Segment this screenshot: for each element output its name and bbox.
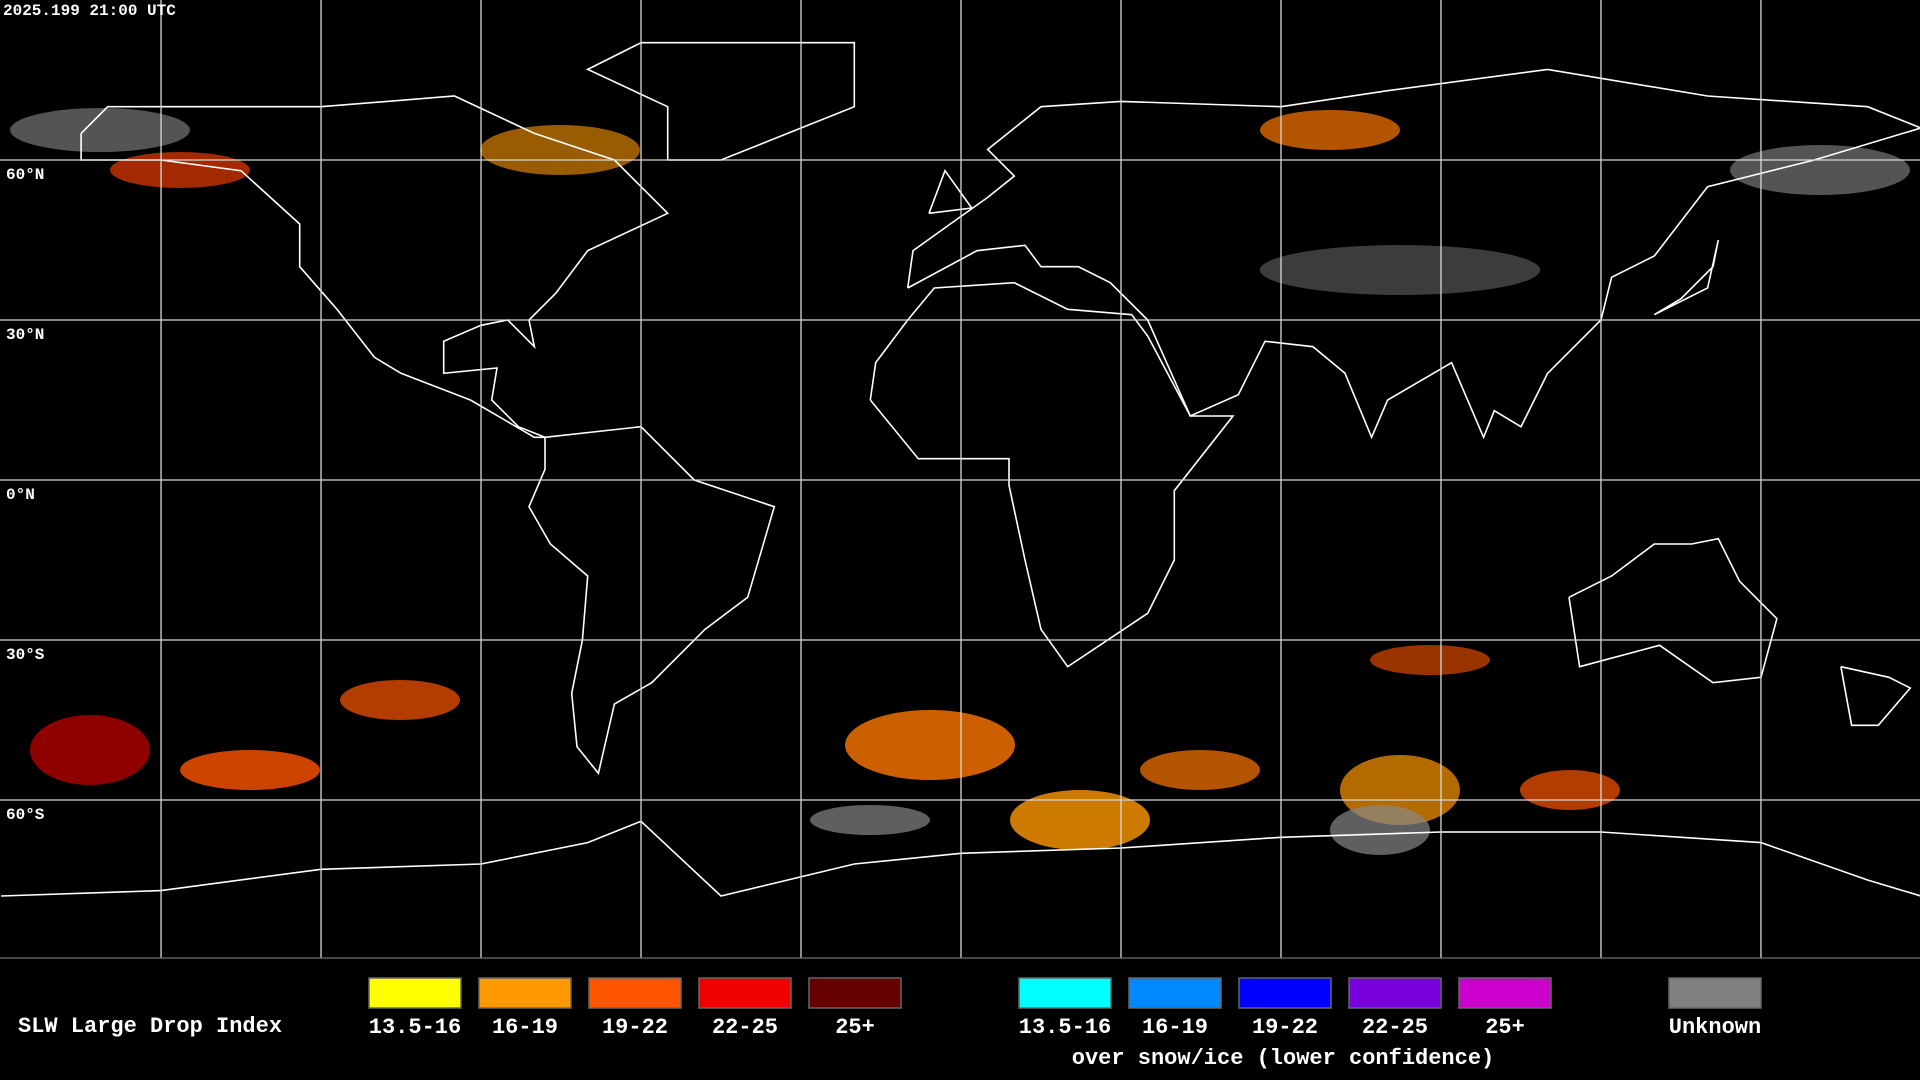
coastline xyxy=(1840,665,1912,727)
coastlines xyxy=(1,41,1920,897)
legend-swatch xyxy=(698,977,792,1009)
legend-swatch xyxy=(368,977,462,1009)
legend-swatch xyxy=(1668,977,1762,1009)
coastline xyxy=(928,169,974,215)
legend-swatch xyxy=(1018,977,1112,1009)
latitude-label: 60°S xyxy=(6,806,45,824)
coastline xyxy=(585,41,856,161)
legend-swatch xyxy=(478,977,572,1009)
legend-label: 22-25 xyxy=(1362,1015,1428,1040)
latitude-label: 0°N xyxy=(6,486,35,504)
latitude-label: 30°N xyxy=(6,326,44,344)
coastline xyxy=(528,425,776,776)
legend: 13.5-16 16-19 19-22 22-25 25+ 13.5-16 16-19 19-… xyxy=(368,977,1762,1040)
legend-label: 13.5-16 xyxy=(369,1015,461,1040)
cloud-patch xyxy=(845,710,1015,780)
cloud-patch xyxy=(1370,645,1490,675)
cloud-patch xyxy=(1520,770,1620,810)
coastline xyxy=(80,95,670,439)
cloud-patch xyxy=(1010,790,1150,850)
timestamp: 2025.199 21:00 UTC xyxy=(3,2,176,20)
latitude-label: 60°N xyxy=(6,166,44,184)
graticule: 60°N 30°N 0°N 30°S 60°S xyxy=(0,0,1920,958)
legend-swatch xyxy=(1128,977,1222,1009)
cloud-patch xyxy=(1260,110,1400,150)
legend-title: SLW Large Drop Index xyxy=(18,1014,282,1039)
legend-label: 19-22 xyxy=(602,1015,668,1040)
legend-swatch xyxy=(1238,977,1332,1009)
cloud-patch xyxy=(30,715,150,785)
coastline xyxy=(1,820,1920,897)
legend-swatch xyxy=(808,977,902,1009)
cloud-patch xyxy=(1330,805,1430,855)
legend-swatch xyxy=(1348,977,1442,1009)
legend-label: 16-19 xyxy=(492,1015,558,1040)
coastline xyxy=(1568,537,1778,684)
legend-label: 25+ xyxy=(835,1015,875,1040)
legend-label: 22-25 xyxy=(712,1015,778,1040)
cloud-patch xyxy=(1730,145,1910,195)
coastline xyxy=(869,281,1235,668)
cloud-patch xyxy=(810,805,930,835)
cloud-patch xyxy=(180,750,320,790)
legend-label: 25+ xyxy=(1485,1015,1525,1040)
legend-label: 19-22 xyxy=(1252,1015,1318,1040)
cloud-patch xyxy=(1260,245,1540,295)
legend-label: 16-19 xyxy=(1142,1015,1208,1040)
coastline xyxy=(1653,239,1720,316)
cloud-patch xyxy=(480,125,640,175)
cloud-patch xyxy=(110,152,250,188)
cloud-patch xyxy=(1140,750,1260,790)
latitude-label: 30°S xyxy=(6,646,45,664)
legend-label: 13.5-16 xyxy=(1019,1015,1111,1040)
cloud-patch xyxy=(340,680,460,720)
coastline xyxy=(906,68,1920,440)
legend-swatch xyxy=(588,977,682,1009)
snow-ice-note: over snow/ice (lower confidence) xyxy=(1072,1046,1494,1071)
legend-label: Unknown xyxy=(1669,1015,1761,1040)
legend-swatch xyxy=(1458,977,1552,1009)
cloud-patch xyxy=(10,108,190,152)
